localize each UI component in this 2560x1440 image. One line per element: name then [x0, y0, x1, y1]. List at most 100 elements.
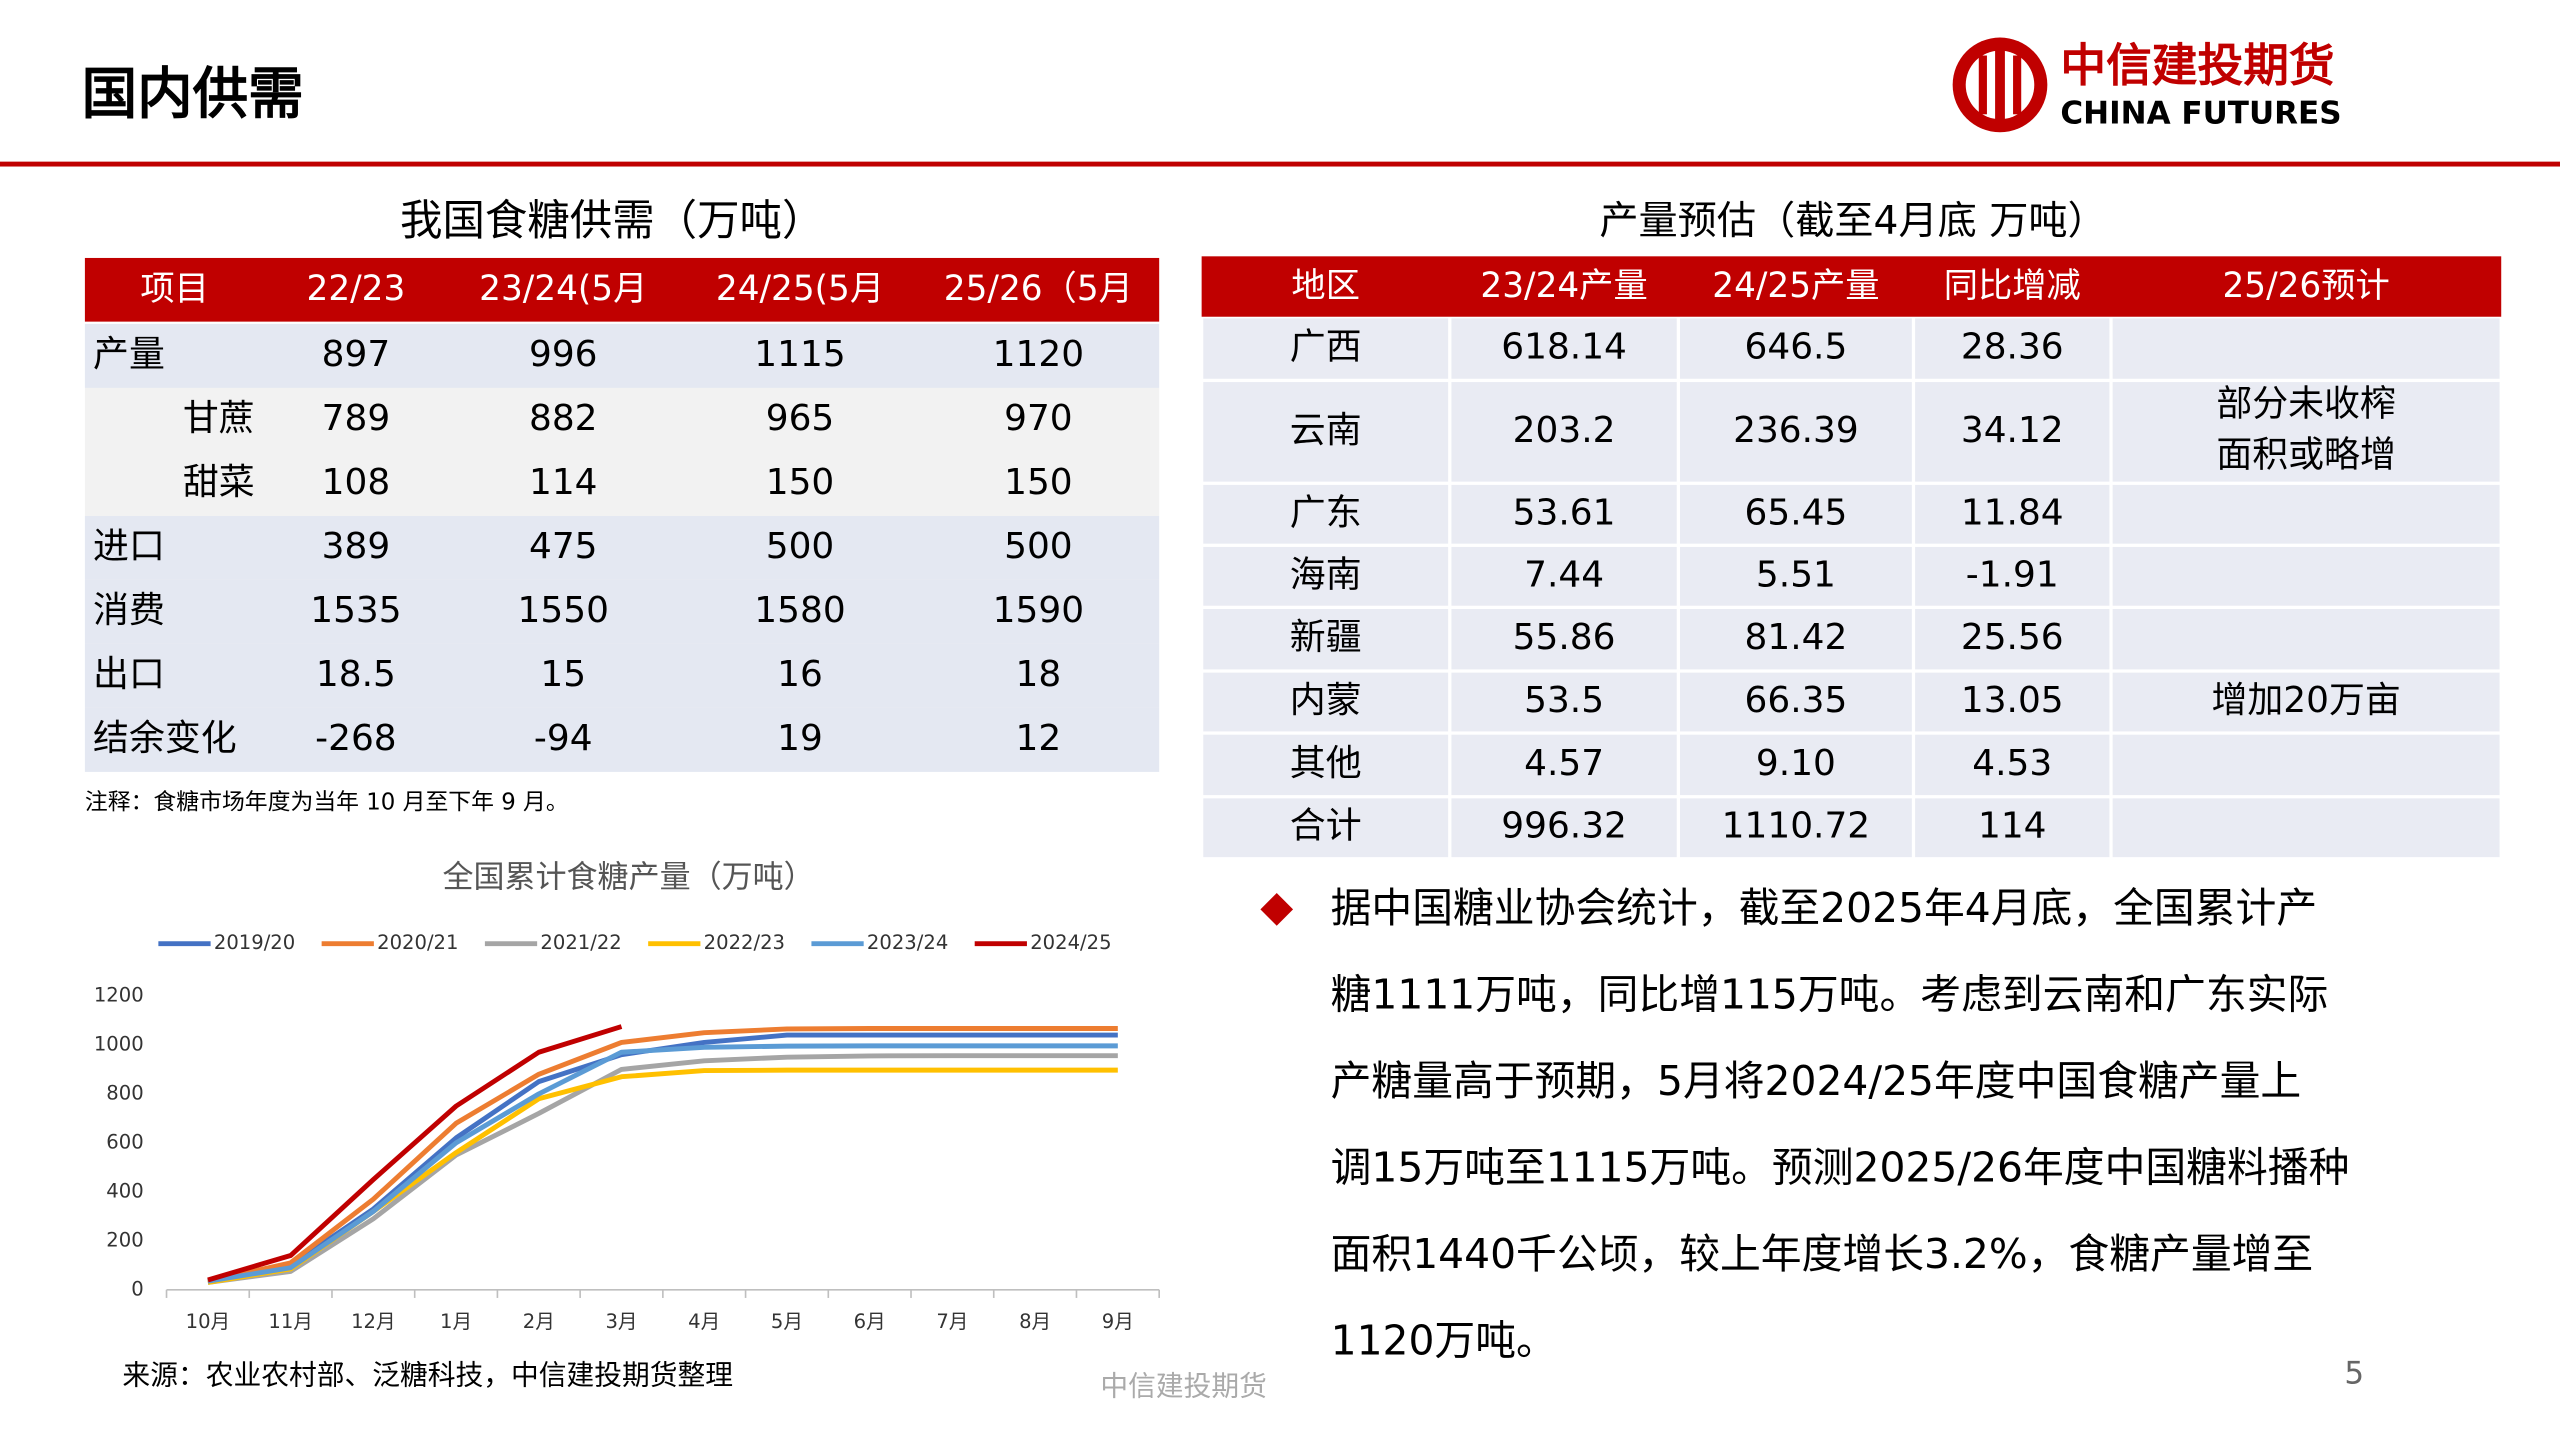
x-tick-label: 6月: [854, 1310, 886, 1333]
table2-cell-bg: [1915, 546, 2110, 606]
table1-cell: 甘蔗: [183, 398, 255, 439]
bullet-line: 面积1440千公顷，较上年度增长3.2%，食糖产量增至: [1331, 1230, 2314, 1278]
table2-cell-bg: [1680, 734, 1912, 796]
bullet-line: 糖1111万吨，同比增115万吨。考虑到云南和广东实际: [1331, 971, 2329, 1019]
table2-cell: 7.44: [1524, 554, 1604, 595]
bullet-line: 1120万吨。: [1331, 1317, 1557, 1365]
table2-cell-bg: [1915, 672, 2110, 732]
chart-title: 全国累计食糖产量（万吨）: [442, 859, 814, 895]
table2-cell: 内蒙: [1290, 680, 1362, 721]
table1-cell: 882: [529, 398, 598, 439]
table1-cell: 500: [766, 526, 835, 567]
table2-cell: 5.51: [1756, 554, 1836, 595]
table2-cell-bg: [1915, 798, 2110, 858]
table2-cell-bg: [1680, 608, 1912, 670]
table2-cell-bg: [1680, 546, 1912, 606]
table1-row-bg: [84, 707, 1160, 772]
table2-cell-bg: [1451, 734, 1677, 796]
table2-cell: 618.14: [1501, 327, 1627, 368]
x-tick-label: 9月: [1102, 1310, 1134, 1333]
table1-header: 25/26（5月: [944, 269, 1133, 309]
source: 来源：农业农村部、泛糖科技，中信建投期货整理: [122, 1358, 733, 1391]
table2-cell-bg: [1203, 608, 1449, 670]
table1-cell: 475: [529, 526, 598, 567]
y-tick-label: 800: [106, 1081, 143, 1104]
table2-cell: 11.84: [1961, 492, 2064, 533]
table2-cell: 996.32: [1501, 806, 1627, 847]
x-tick-label: 7月: [936, 1310, 968, 1333]
table2-header: 24/25产量: [1712, 266, 1879, 306]
table1-cell: -94: [534, 718, 593, 759]
table2-cell-bg: [1203, 798, 1449, 858]
y-tick-label: 400: [106, 1179, 143, 1202]
bullet-line: 据中国糖业协会统计，截至2025年4月底，全国累计产: [1331, 884, 2318, 932]
y-tick-label: 1200: [94, 983, 144, 1006]
x-tick-label: 1月: [440, 1310, 472, 1333]
table2-cell: 65.45: [1745, 492, 1848, 533]
table1-row-bg: [84, 643, 1160, 708]
table1-cell: -268: [315, 718, 397, 759]
table1-row-bg: [84, 515, 1160, 580]
legend-label: 2023/24: [867, 931, 948, 954]
table2-cell: 646.5: [1745, 327, 1848, 368]
table2-header: 23/24产量: [1480, 266, 1647, 306]
table2-cell: 1110.72: [1722, 806, 1870, 847]
page-number: 5: [2344, 1356, 2364, 1392]
table2-header: 同比增减: [1944, 266, 2081, 306]
series-line: [207, 1043, 1118, 1284]
footer: 中信建投期货: [1100, 1370, 1267, 1403]
table2-cell-bg: [1680, 382, 1912, 482]
table2-cell-bg: [1451, 484, 1677, 544]
table1-cell: 150: [1004, 462, 1073, 503]
table2-cell: -1.91: [1966, 554, 2059, 595]
table2-cell: 9.10: [1756, 743, 1836, 784]
x-tick-label: 12月: [351, 1310, 395, 1333]
x-tick-label: 3月: [605, 1310, 637, 1333]
table2-cell-bg: [1451, 798, 1677, 858]
table2-cell-bg: [2112, 734, 2500, 796]
table1-cell: 12: [1016, 718, 1062, 759]
header-rule: [0, 161, 2560, 167]
table2-header: 25/26预计: [2222, 266, 2389, 306]
bullet-icon: [1260, 893, 1294, 926]
table1-cell: 18.5: [316, 654, 396, 695]
table2-cell: 53.5: [1524, 680, 1604, 721]
table2-cell-bg: [1915, 608, 2110, 670]
table2-cell-bg: [1203, 382, 1449, 482]
table1-cell: 1115: [754, 334, 845, 375]
table1-cell: 进口: [93, 526, 165, 567]
table2-cell-bg: [1451, 546, 1677, 606]
table2-cell-bg: [2112, 318, 2500, 379]
table2-cell-bg: [1451, 608, 1677, 670]
table1-cell: 1590: [993, 590, 1084, 631]
table1-header: 23/24(5月: [479, 269, 647, 309]
table2-cell: 34.12: [1961, 410, 2064, 451]
table1-cell: 15: [540, 654, 586, 695]
table1-cell: 消费: [93, 590, 165, 631]
table1-header: 项目: [140, 269, 209, 309]
table1-cell: 108: [322, 462, 391, 503]
table1-title: 我国食糖供需（万吨）: [400, 197, 824, 246]
table2-cell-bg: [1451, 382, 1677, 482]
table2-cell: 81.42: [1745, 617, 1848, 658]
table2-cell-bg: [2112, 798, 2500, 858]
legend-label: 2022/23: [704, 931, 785, 954]
table1-cell: 996: [529, 334, 598, 375]
series-line: [207, 1053, 1118, 1285]
table1-cell: 1535: [310, 590, 401, 631]
page-title: 国内供需: [82, 62, 304, 127]
table2-cell-bg: [1451, 672, 1677, 732]
table1-cell: 789: [322, 398, 391, 439]
table2-cell: 广东: [1290, 492, 1362, 533]
table2-cell: 4.57: [1524, 743, 1604, 784]
table1-cell: 18: [1016, 654, 1062, 695]
table2-cell-bg: [1203, 546, 1449, 606]
table2-cell: 114: [1978, 806, 2047, 847]
table2-cell: 海南: [1290, 554, 1362, 595]
series-line: [207, 1026, 1118, 1284]
y-tick-label: 200: [106, 1228, 143, 1251]
table1-row-bg: [84, 323, 1160, 388]
table1-row-bg: [84, 579, 1160, 644]
table2-cell-bg: [1680, 798, 1912, 858]
table2-title: 产量预估（截至4月底 万吨）: [1599, 199, 2106, 244]
